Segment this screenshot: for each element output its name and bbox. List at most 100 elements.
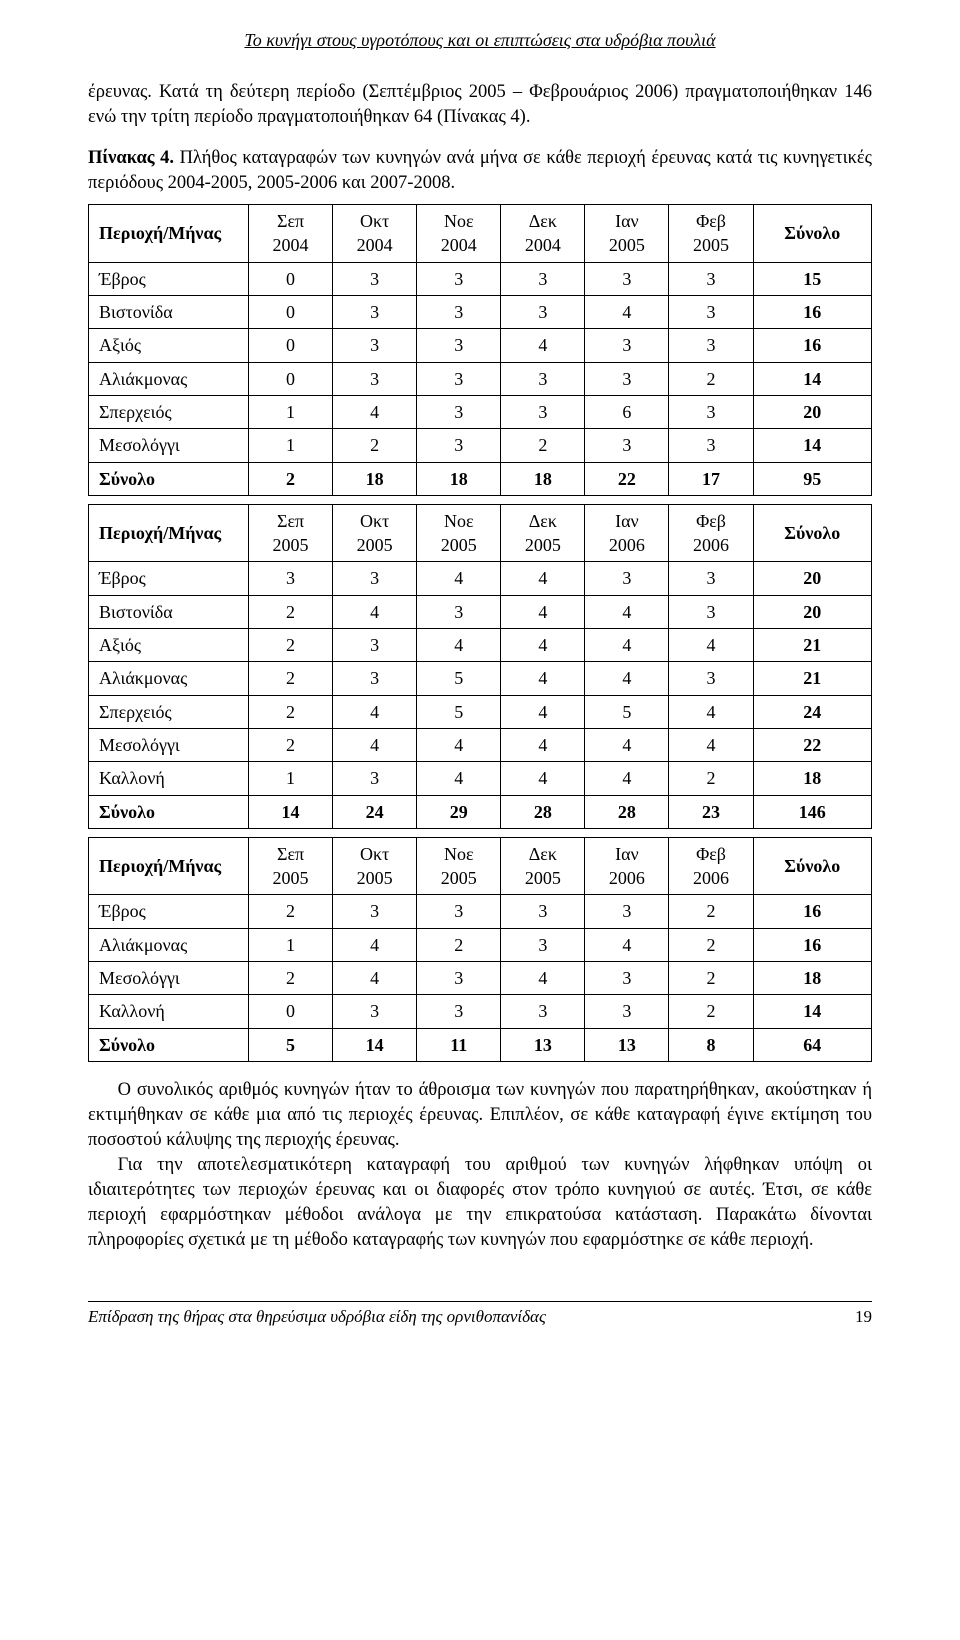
caption-lead: Πίνακας 4. <box>88 148 174 168</box>
table-row: Έβρος23333216 <box>89 895 872 928</box>
cell: 3 <box>417 429 501 462</box>
cell: 2 <box>249 629 333 662</box>
cell: 3 <box>501 895 585 928</box>
col-header: Ιαν2006 <box>585 837 669 895</box>
cell: 3 <box>417 329 501 362</box>
cell: 18 <box>333 462 417 495</box>
cell: 3 <box>417 595 501 628</box>
cell: 2 <box>417 928 501 961</box>
cell: 4 <box>585 595 669 628</box>
cell: 4 <box>501 762 585 795</box>
table-row: Βιστονίδα24344320 <box>89 595 872 628</box>
row-total: 14 <box>753 429 871 462</box>
cell: 3 <box>417 395 501 428</box>
col-header: Φεβ2005 <box>669 205 753 263</box>
row-total: 14 <box>753 995 871 1028</box>
cell: 2 <box>249 695 333 728</box>
cell: 4 <box>585 629 669 662</box>
cell: 3 <box>333 262 417 295</box>
cell: 3 <box>417 296 501 329</box>
row-total: 15 <box>753 262 871 295</box>
cell: 3 <box>669 662 753 695</box>
cell: 5 <box>417 695 501 728</box>
row-total: 24 <box>753 695 871 728</box>
corner-header: Περιοχή/Μήνας <box>89 205 249 263</box>
table-caption: Πίνακας 4. Πλήθος καταγραφών των κυνηγών… <box>88 146 872 196</box>
running-head: Το κυνήγι στους υγροτόπους και οι επιπτώ… <box>88 28 872 52</box>
cell: 28 <box>501 795 585 828</box>
row-label: Μεσολόγγι <box>89 429 249 462</box>
total-row-label: Σύνολο <box>89 462 249 495</box>
table-row: Αξιός23444421 <box>89 629 872 662</box>
grand-total: 146 <box>753 795 871 828</box>
cell: 1 <box>249 429 333 462</box>
cell: 2 <box>669 895 753 928</box>
cell: 6 <box>585 395 669 428</box>
table-row: Αλιάκμονας23544321 <box>89 662 872 695</box>
cell: 1 <box>249 762 333 795</box>
cell: 4 <box>333 928 417 961</box>
table-row: Αλιάκμονας03333214 <box>89 362 872 395</box>
row-total: 21 <box>753 662 871 695</box>
row-label: Μεσολόγγι <box>89 728 249 761</box>
col-header: Φεβ2006 <box>669 837 753 895</box>
footer-title: Επίδραση της θήρας στα θηρεύσιμα υδρόβια… <box>88 1306 546 1329</box>
cell: 4 <box>333 695 417 728</box>
row-label: Σπερχειός <box>89 395 249 428</box>
cell: 4 <box>585 296 669 329</box>
table-row: Μεσολόγγι12323314 <box>89 429 872 462</box>
cell: 2 <box>501 429 585 462</box>
row-total: 22 <box>753 728 871 761</box>
cell: 2 <box>249 962 333 995</box>
cell: 2 <box>249 662 333 695</box>
cell: 5 <box>249 1028 333 1061</box>
cell: 1 <box>249 395 333 428</box>
cell: 3 <box>669 429 753 462</box>
cell: 3 <box>669 329 753 362</box>
table-2007-2008: Περιοχή/Μήνας Σεπ2005 Οκτ2005 Νοε2005 Δε… <box>88 837 872 1062</box>
cell: 4 <box>669 695 753 728</box>
page-footer: Επίδραση της θήρας στα θηρεύσιμα υδρόβια… <box>88 1306 872 1329</box>
table-row: Σπερχειός24545424 <box>89 695 872 728</box>
col-header: Ιαν2006 <box>585 504 669 562</box>
table-row: Καλλονή03333214 <box>89 995 872 1028</box>
cell: 13 <box>585 1028 669 1061</box>
cell: 3 <box>333 562 417 595</box>
table-row: Έβρος33443320 <box>89 562 872 595</box>
cell: 5 <box>417 662 501 695</box>
table-row: Καλλονή13444218 <box>89 762 872 795</box>
cell: 3 <box>417 362 501 395</box>
cell: 11 <box>417 1028 501 1061</box>
corner-header: Περιοχή/Μήνας <box>89 504 249 562</box>
cell: 8 <box>669 1028 753 1061</box>
cell: 2 <box>249 895 333 928</box>
table-row: Μεσολόγγι24343218 <box>89 962 872 995</box>
cell: 4 <box>501 629 585 662</box>
cell: 4 <box>501 562 585 595</box>
cell: 4 <box>669 728 753 761</box>
cell: 0 <box>249 262 333 295</box>
col-header: Φεβ2006 <box>669 504 753 562</box>
cell: 13 <box>501 1028 585 1061</box>
col-header: Νοε2005 <box>417 504 501 562</box>
cell: 4 <box>585 728 669 761</box>
cell: 4 <box>333 595 417 628</box>
cell: 2 <box>669 995 753 1028</box>
cell: 5 <box>585 695 669 728</box>
row-total: 16 <box>753 329 871 362</box>
total-row-label: Σύνολο <box>89 1028 249 1061</box>
cell: 2 <box>669 762 753 795</box>
cell: 23 <box>669 795 753 828</box>
outro-paragraph-2: Για την αποτελεσματικότερη καταγραφή του… <box>88 1153 872 1253</box>
table-row: Σπερχειός14336320 <box>89 395 872 428</box>
cell: 3 <box>249 562 333 595</box>
table-row: Μεσολόγγι24444422 <box>89 728 872 761</box>
row-label: Σπερχειός <box>89 695 249 728</box>
total-row-label: Σύνολο <box>89 795 249 828</box>
table1-body: Έβρος03333315Βιστονίδα03334316Αξιός03343… <box>89 262 872 495</box>
col-header: Ιαν2005 <box>585 205 669 263</box>
cell: 3 <box>333 362 417 395</box>
cell: 17 <box>669 462 753 495</box>
row-label: Καλλονή <box>89 995 249 1028</box>
row-total: 16 <box>753 895 871 928</box>
